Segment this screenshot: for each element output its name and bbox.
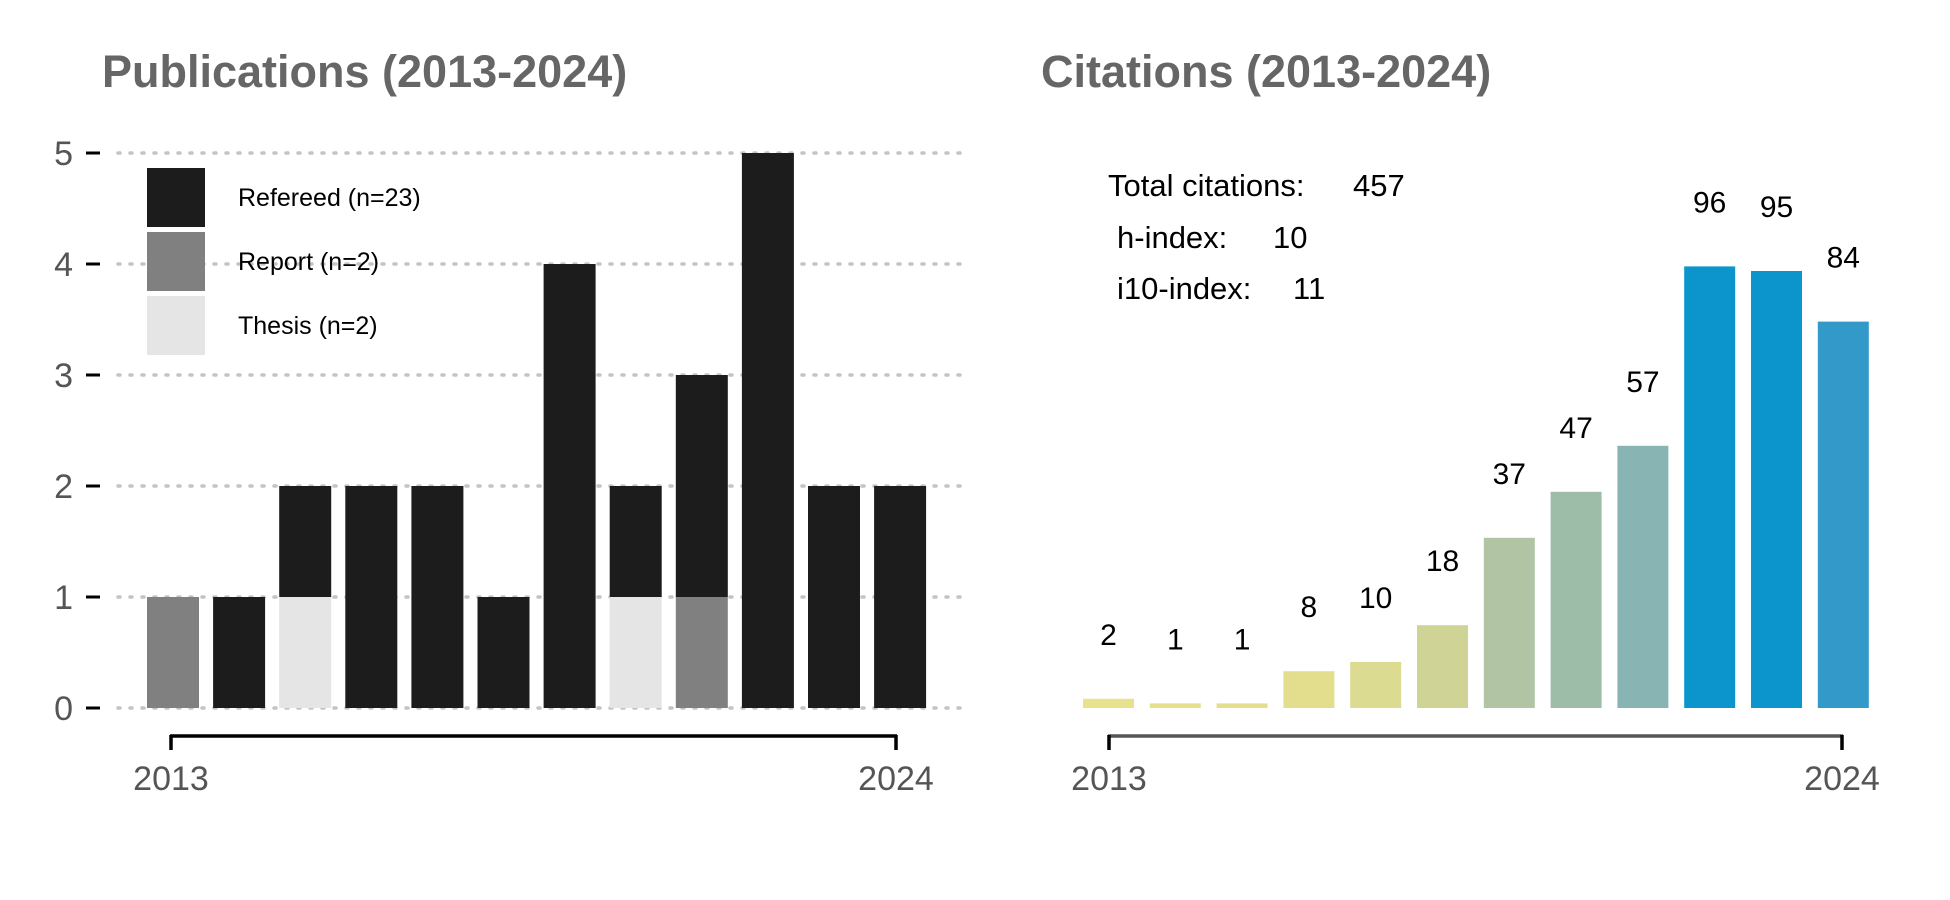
publications-y-axis: 0 1 2 3 4 5: [54, 135, 100, 728]
bar-segment: [147, 597, 199, 708]
legend-swatch: [147, 232, 205, 291]
x-tick-label: 2024: [1804, 760, 1880, 798]
citation-data-label: 18: [1426, 545, 1459, 578]
bar-segment: [609, 486, 662, 597]
citation-bar: [1216, 703, 1268, 708]
publications-x-axis: 2013 2024: [133, 734, 934, 798]
y-tick-label: 0: [54, 690, 73, 728]
citation-bar: [1817, 321, 1869, 708]
citation-data-label: 8: [1301, 591, 1318, 624]
y-tick-label: 3: [54, 357, 73, 395]
y-tick-label: 4: [54, 246, 73, 284]
citations-bars: [1083, 266, 1869, 708]
legend-label: Thesis (n=2): [238, 312, 378, 340]
bar-segment: [808, 486, 860, 708]
x-tick-label: 2013: [133, 760, 209, 798]
y-tick-label: 1: [54, 579, 73, 617]
citation-data-label: 1: [1167, 623, 1184, 656]
stat-value: 457: [1353, 168, 1405, 203]
stat-label: Total citations:: [1108, 168, 1304, 203]
publications-chart: Publications (2013-2024) 0 1 2 3 4 5 Refereed…: [54, 46, 970, 798]
stat-value: 10: [1273, 220, 1307, 255]
citation-data-label: 37: [1493, 458, 1526, 491]
citation-bar: [1283, 671, 1335, 708]
citation-bar: [1083, 698, 1134, 708]
citation-data-label: 1: [1234, 623, 1251, 656]
bar-segment: [213, 597, 266, 708]
citation-data-label: 84: [1827, 242, 1860, 275]
bar-segment: [741, 153, 794, 708]
citation-data-label: 57: [1626, 366, 1659, 399]
bar-segment: [279, 486, 332, 597]
x-tick-label: 2013: [1071, 760, 1147, 798]
bar-segment: [675, 375, 728, 597]
legend-label: Refereed (n=23): [238, 184, 421, 212]
citations-chart: Citations (2013-2024) Total citations: 45…: [1041, 46, 1880, 798]
legend-swatch: [147, 296, 205, 355]
publications-legend: Refereed (n=23) Report (n=2) Thesis (n=2): [147, 168, 421, 355]
legend-swatch: [147, 168, 205, 227]
bar-segment: [279, 597, 332, 708]
citation-bar: [1483, 537, 1535, 708]
bar-segment: [543, 264, 596, 708]
citation-data-label: 95: [1760, 191, 1793, 224]
stat-label: i10-index:: [1117, 271, 1251, 306]
stat-label: h-index:: [1117, 220, 1227, 255]
citation-data-label: 2: [1100, 619, 1117, 652]
bar-segment: [675, 597, 728, 708]
bar-segment: [411, 486, 464, 708]
citation-data-label: 96: [1693, 186, 1726, 219]
bar-segment: [874, 486, 927, 708]
citation-bar: [1684, 266, 1736, 708]
stat-value: 11: [1293, 271, 1325, 306]
legend-label: Report (n=2): [238, 248, 379, 276]
y-tick-label: 5: [54, 135, 73, 173]
citations-stats: Total citations: 457 h-index: 10 i10-index: 1…: [1108, 168, 1405, 306]
citation-data-label: 10: [1359, 582, 1392, 615]
citations-title: Citations (2013-2024): [1041, 46, 1491, 97]
publications-title: Publications (2013-2024): [102, 46, 627, 97]
bar-segment: [477, 597, 530, 708]
citation-data-label: 47: [1559, 412, 1592, 445]
publications-bars: [147, 153, 927, 708]
bar-segment: [345, 486, 398, 708]
citation-bar: [1550, 491, 1602, 708]
x-tick-label: 2024: [858, 760, 934, 798]
citation-bar: [1417, 625, 1468, 708]
citations-x-axis: 2013 2024: [1071, 734, 1880, 798]
bar-segment: [609, 597, 662, 708]
citation-bar: [1617, 445, 1669, 708]
y-tick-label: 2: [54, 468, 73, 506]
citation-bar: [1751, 271, 1802, 708]
citation-bar: [1350, 662, 1402, 708]
citation-bar: [1149, 703, 1201, 708]
